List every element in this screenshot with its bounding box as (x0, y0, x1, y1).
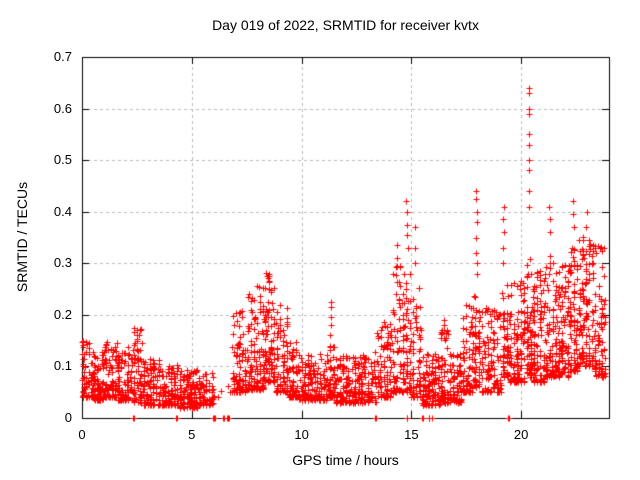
y-tick-label: 0.1 (53, 358, 72, 374)
y-tick-label: 0.4 (53, 203, 72, 219)
y-tick-label: 0.6 (53, 100, 72, 116)
y-tick-label: 0.5 (53, 152, 72, 168)
chart-title: Day 019 of 2022, SRMTID for receiver kvt… (212, 17, 479, 33)
x-tick-label: 5 (188, 427, 196, 442)
x-tick-label: 15 (404, 427, 419, 442)
y-tick-label: 0.2 (53, 306, 72, 322)
x-tick-label: 20 (513, 427, 529, 442)
x-axis-label: GPS time / hours (292, 452, 399, 468)
y-axis-label: SRMTID / TECUs (14, 181, 30, 293)
x-tick-label: 10 (294, 427, 309, 442)
y-tick-label: 0 (64, 410, 72, 425)
x-tick-label: 0 (78, 427, 86, 442)
y-tick-label: 0.3 (53, 255, 72, 271)
y-tick-label: 0.7 (53, 49, 72, 64)
